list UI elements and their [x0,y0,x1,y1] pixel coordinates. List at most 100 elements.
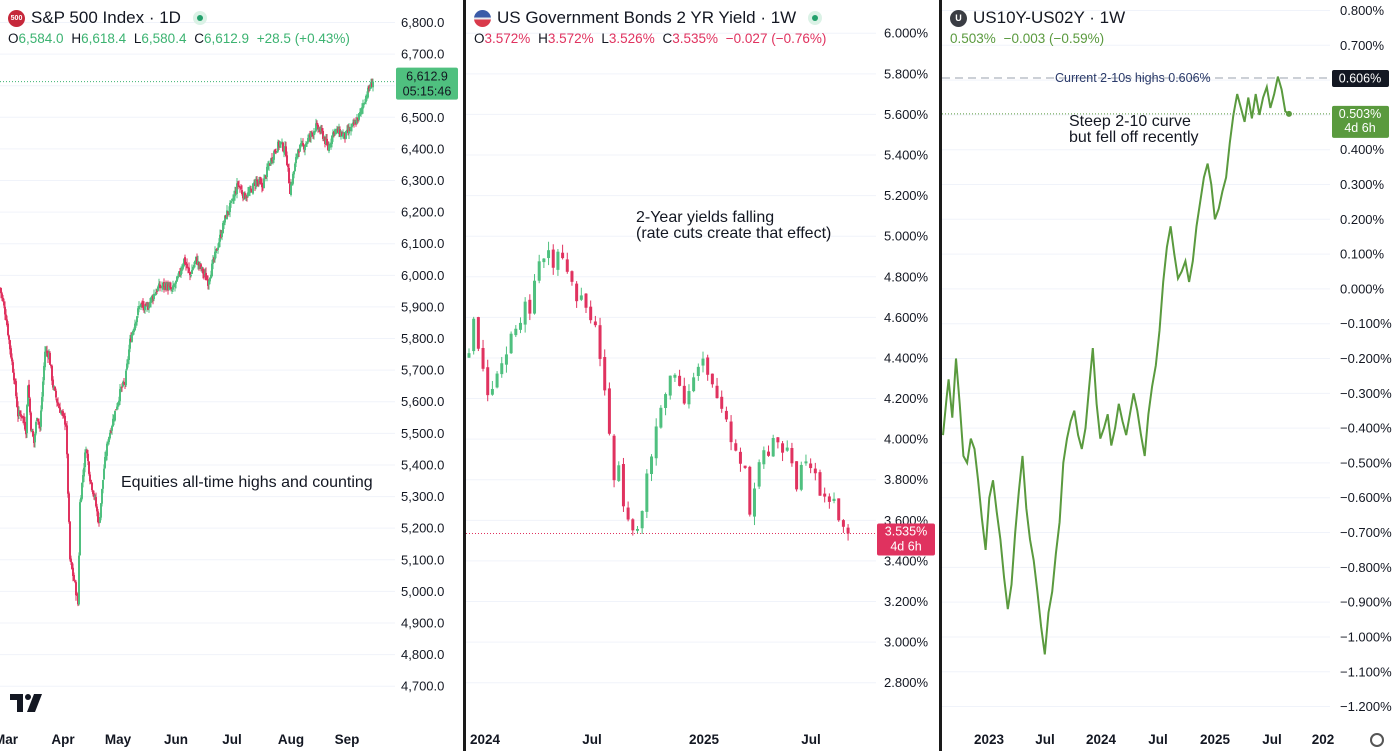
spx-candle [155,291,157,296]
us2y-candle [481,347,485,369]
spx-x-tick-label: Jul [222,732,242,747]
spx-candle [219,234,221,242]
spx-candle [119,389,121,402]
us2y-candle [551,249,555,268]
us2y-candle [762,450,766,465]
spx-candle [311,132,313,134]
spx-candle [12,362,14,373]
spread-symbol-icon: U [950,9,967,27]
spx-candle [114,410,116,421]
spread-chart-canvas[interactable]: 0.800%0.700%0.600%0.500%0.400%0.300%0.20… [942,0,1400,751]
us2y-ohlc-values: O3.572% H3.572% L3.526% C3.535% −0.027 (… [474,31,827,46]
spx-symbol-title[interactable]: S&P 500 Index · 1D [31,8,181,27]
spx-candle [118,400,120,403]
spx-candle [41,397,43,410]
spx-candle [256,179,258,181]
spx-candle [283,151,285,153]
spx-candle [70,558,72,563]
spx-time-axis: Mar Apr May Jun Jul Aug Sep [0,732,359,747]
spx-candle [173,285,175,287]
settings-icon[interactable] [1370,733,1384,747]
spread-chart-panel[interactable]: 0.800%0.700%0.600%0.500%0.400%0.300%0.20… [942,0,1400,751]
spx-candle [359,111,361,114]
us2y-candle [523,301,527,325]
spread-series-line [942,76,1290,655]
spx-candle [156,290,158,292]
us2y-symbol-title[interactable]: US Government Bonds 2 YR Yield · 1W [497,8,797,27]
spx-candle [159,284,161,288]
spx-candle [252,183,254,194]
spx-candle [364,102,366,104]
spx-candle [103,468,105,480]
spread-y-tick-label: −0.900% [1340,595,1392,610]
spx-candle [229,202,231,213]
us2y-x-tick-label: Jul [801,732,821,747]
spx-x-tick-label: Apr [51,732,75,747]
us2y-chart-panel[interactable]: 6.000% 5.800% 5.600% 5.400% 5.200% 5.000% 4.80… [466,0,939,751]
spx-candle [306,142,308,145]
spx-candle [111,426,113,431]
us2y-candle [504,354,508,365]
spx-price-label-countdown: 05:15:46 [403,85,452,99]
spx-chart-canvas[interactable]: 6,800.06,700.06,600.06,500.06,400.06,300… [0,0,463,751]
spread-y-tick-label: −1.200% [1340,699,1392,714]
us2y-candle [813,468,817,474]
spx-candle [56,398,58,403]
spx-candle [226,210,228,219]
spx-candle [188,267,190,272]
us2y-candle [490,388,494,395]
spx-candle [107,442,109,444]
spx-chart-panel[interactable]: 6,800.06,700.06,600.06,500.06,400.06,300… [0,0,463,751]
spx-candle [153,293,155,300]
spx-candle [23,416,25,423]
spx-candle [44,351,46,368]
tradingview-logo-icon[interactable] [10,694,42,717]
spx-candle [26,405,28,434]
us2y-x-tick-label: 2025 [689,732,720,747]
spread-y-tick-label: 0.300% [1340,177,1385,192]
spx-candle [87,453,89,461]
spx-y-tick-label: 5,500.0 [401,426,444,441]
spx-x-tick-label: Aug [278,732,304,747]
us2y-candle [724,410,728,420]
spx-candle [109,432,111,439]
spx-candle [5,314,7,320]
spx-candle [266,166,268,178]
panel-divider[interactable] [939,0,942,751]
spread-y-tick-label: 0.800% [1340,3,1385,18]
us2y-y-tick-label: 6.000% [884,26,929,41]
panel-divider[interactable] [463,0,466,751]
spx-y-tick-label: 5,400.0 [401,457,444,472]
spx-candle [31,429,33,432]
spx-candle [71,562,73,569]
spx-candle [28,384,30,398]
spx-candle [285,146,287,157]
spx-candle [290,184,292,195]
spx-candle [95,497,97,507]
spx-y-tick-label: 5,600.0 [401,394,444,409]
us2y-candle [776,437,780,443]
spx-y-tick-label: 6,400.0 [401,141,444,156]
spx-candle [21,415,23,417]
spx-candle [73,574,75,581]
us2y-chart-canvas[interactable]: 6.000% 5.800% 5.600% 5.400% 5.200% 5.000% 4.80… [466,0,939,751]
spx-price-label-value: 6,612.9 [406,70,448,84]
us2y-candle [710,373,714,385]
spx-candle [304,146,306,151]
spx-candle [295,157,297,164]
spread-price-label: 0.503% 4d 6h [1332,105,1389,138]
spx-candle [368,86,370,90]
spx-candle [149,301,151,307]
spx-candle [322,130,324,140]
spx-ohlc-values: O6,584.0 H6,618.4 L6,580.4 C6,612.9 +28.… [8,31,350,46]
spx-candle [88,461,90,474]
spread-symbol-title[interactable]: US10Y-US02Y · 1W [973,8,1126,27]
us2y-candle [673,374,677,378]
us2y-y-tick-label: 5.000% [884,229,929,244]
spx-candle [35,422,37,434]
us2y-candle [598,325,602,359]
spx-candle [281,141,283,144]
us2y-candle [589,306,593,321]
spx-candle [29,398,31,413]
us2y-candle [654,426,658,459]
